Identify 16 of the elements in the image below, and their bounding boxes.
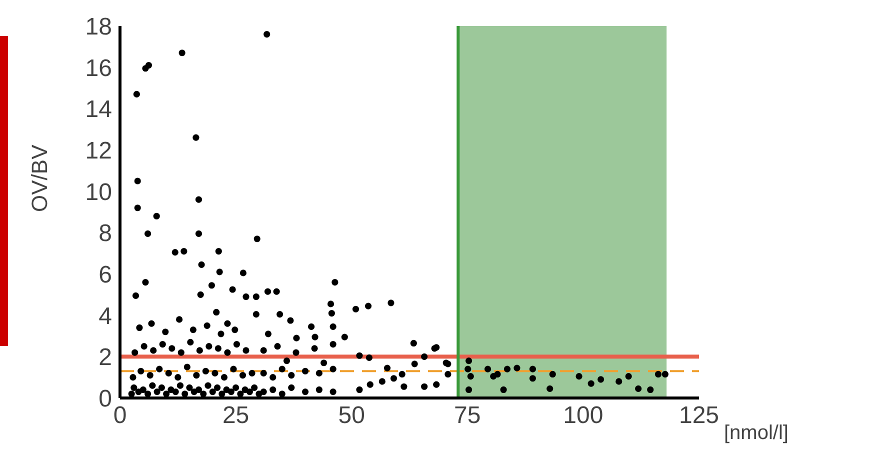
- x-tick-label: 25: [222, 402, 250, 430]
- x-tick-label: 75: [454, 402, 481, 430]
- x-tick-label: 125: [678, 402, 720, 430]
- y-tick-label: 14: [85, 96, 112, 124]
- y-tick-label: 6: [98, 262, 112, 289]
- y-tick-label: 12: [85, 138, 112, 165]
- y-tick-label: 8: [98, 220, 112, 248]
- y-tick-label: 2: [98, 344, 112, 372]
- y-tick-label: 18: [85, 14, 112, 41]
- x-tick-label: 50: [338, 402, 365, 430]
- y-tick-label: 16: [85, 54, 112, 82]
- x-axis-title: [nmol/l]: [724, 422, 788, 444]
- y-tick-label: 10: [85, 178, 112, 206]
- y-tick-label: 4: [98, 302, 112, 330]
- x-tick-label: 100: [563, 402, 604, 430]
- y-axis-title: OV/BV: [26, 144, 52, 212]
